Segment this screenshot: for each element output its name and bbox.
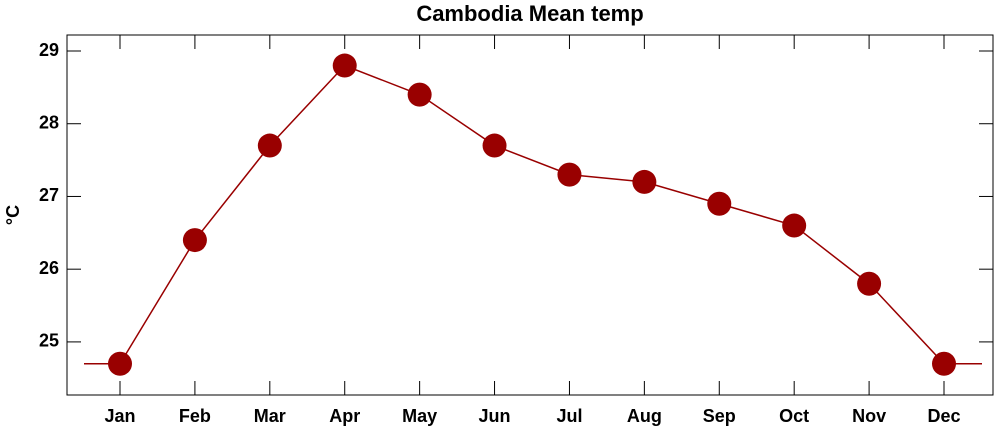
chart-title: Cambodia Mean temp (416, 1, 643, 26)
data-point (407, 82, 432, 107)
y-tick-label: 29 (39, 40, 59, 60)
y-tick-label: 25 (39, 331, 59, 351)
x-tick-label: Oct (779, 406, 809, 426)
data-point (108, 351, 132, 376)
x-tick-label: Apr (329, 406, 360, 426)
data-point (857, 271, 882, 296)
y-tick-label: 26 (39, 258, 59, 278)
data-point (932, 351, 956, 376)
x-tick-label: Jan (104, 406, 135, 426)
data-point (557, 162, 582, 187)
y-tick-label: 28 (39, 112, 59, 132)
x-tick-label: Sep (703, 406, 736, 426)
data-point (482, 133, 507, 158)
x-tick-label: Aug (627, 406, 662, 426)
data-point (707, 191, 732, 216)
x-tick-label: Dec (927, 406, 960, 426)
plot-frame (66, 34, 994, 396)
x-tick-label: May (402, 406, 437, 426)
data-line (119, 64, 945, 365)
x-tick-label: Nov (852, 406, 886, 426)
y-axis-label: °C (3, 205, 23, 225)
data-point (782, 213, 807, 238)
data-point (257, 133, 282, 158)
x-tick-label: Jul (556, 406, 582, 426)
data-point (182, 228, 207, 253)
data-point (632, 169, 657, 194)
data-point (332, 53, 357, 78)
x-tick-label: Jun (479, 406, 511, 426)
y-tick-label: 27 (39, 185, 59, 205)
x-tick-label: Mar (254, 406, 286, 426)
x-tick-label: Feb (179, 406, 211, 426)
